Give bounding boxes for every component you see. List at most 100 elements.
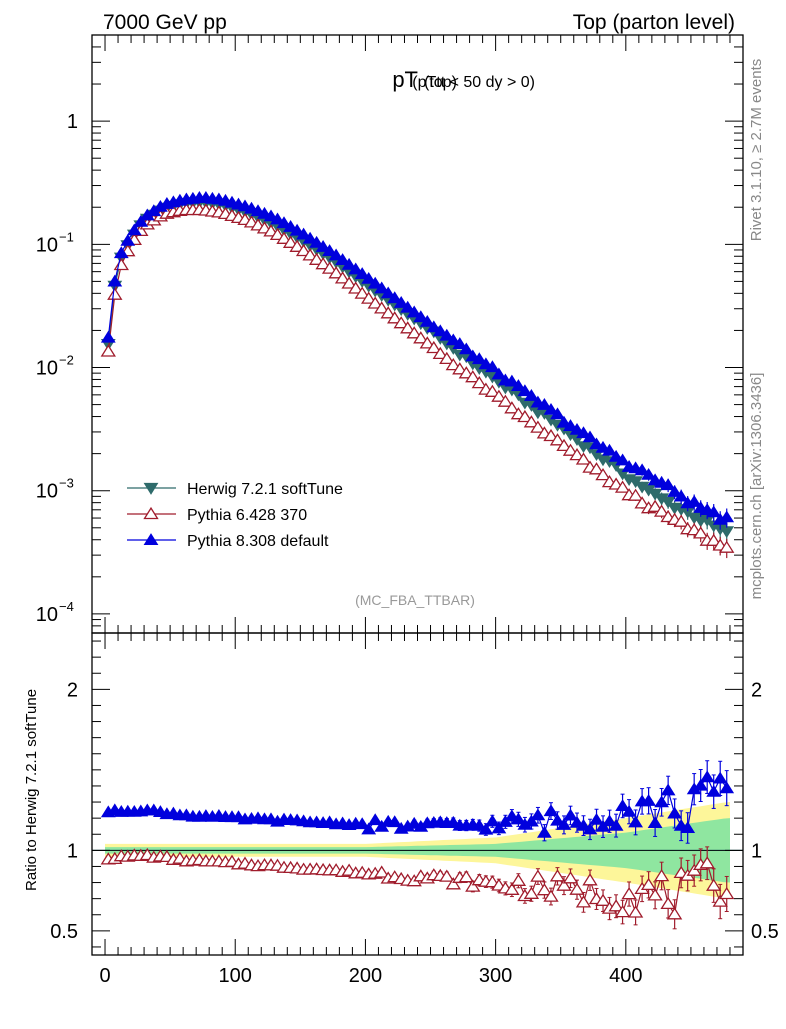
data-point (361, 291, 377, 304)
data-point (543, 428, 559, 442)
data-point (276, 231, 292, 244)
data-point (543, 402, 559, 415)
legend-label: Herwig 7.2.1 softTune (187, 481, 343, 498)
data-point (595, 467, 611, 481)
y-tick-label: 10 (36, 358, 58, 380)
data-point (387, 291, 403, 304)
ratio-point (653, 868, 670, 882)
ratio-point (536, 825, 552, 838)
ratio-point (354, 817, 370, 830)
ratio-point (640, 877, 657, 891)
data-point (354, 286, 370, 299)
data-point (426, 320, 442, 333)
data-point (113, 257, 129, 271)
ratio-point (523, 886, 540, 899)
x-tick-label: 200 (349, 965, 382, 987)
data-point (491, 367, 507, 380)
data-point (107, 287, 123, 300)
data-point (458, 342, 474, 355)
data-point (458, 366, 474, 379)
data-point (517, 384, 533, 397)
data-point (719, 540, 735, 553)
data-point (706, 533, 722, 546)
ratio-point (510, 873, 527, 886)
ratio-point (576, 818, 591, 831)
data-point (100, 330, 116, 343)
ratio-point (549, 869, 566, 882)
data-point (452, 362, 468, 375)
ratio-point (491, 821, 507, 834)
ratio-point (530, 869, 546, 882)
ratio-point (680, 821, 696, 833)
ratio-point (510, 812, 526, 825)
ratio-point (699, 770, 715, 783)
data-point (113, 246, 129, 259)
data-point (380, 306, 396, 319)
ratio-point (374, 865, 390, 878)
plot-title-main: pT (392, 67, 418, 92)
data-point (523, 415, 540, 428)
data-point (348, 281, 364, 294)
data-point (334, 271, 351, 284)
ratio-point (439, 869, 455, 882)
data-point (315, 257, 331, 270)
ratio-point (615, 799, 631, 811)
ratio-point (628, 815, 644, 828)
data-point (100, 344, 116, 357)
data-point (517, 409, 533, 423)
data-point (354, 267, 370, 279)
data-point (400, 300, 416, 313)
ratio-point (712, 894, 728, 907)
legend-marker (143, 482, 159, 495)
ratio-point (582, 822, 598, 835)
data-point (321, 261, 338, 274)
data-point (289, 223, 305, 236)
ratio-point (361, 822, 377, 835)
data-point (367, 276, 383, 289)
data-point (380, 286, 396, 299)
data-point (296, 227, 312, 240)
ratio-point (660, 783, 676, 796)
data-point (504, 401, 520, 414)
data-point (530, 420, 546, 433)
data-point (484, 384, 501, 397)
data-point (295, 243, 312, 257)
ratio-point (575, 895, 592, 908)
data-point (432, 346, 448, 360)
header-right-label: Top (parton level) (573, 11, 735, 34)
data-point (641, 467, 657, 480)
data-point (471, 352, 487, 365)
data-point (393, 316, 409, 329)
y-tick-label: 10 (36, 604, 58, 626)
y-tick-exponent: −2 (59, 353, 74, 368)
data-point (504, 374, 520, 387)
plot-title-sub: (top) (424, 74, 457, 91)
data-point (328, 248, 344, 261)
legend-entry: Pythia 8.308 default (127, 533, 329, 550)
data-point (308, 252, 325, 265)
y-tick-label: 1 (67, 111, 78, 133)
data-point (270, 212, 285, 225)
data-point (367, 296, 383, 309)
ratio-plot-frame (91, 632, 744, 956)
ratio-point (458, 869, 474, 883)
ratio-y-tick-label-right: 0.5 (751, 921, 779, 943)
data-point (510, 379, 526, 391)
series-2 (100, 191, 735, 530)
ratio-point (647, 816, 663, 828)
data-point (393, 296, 409, 308)
ratio-point (621, 804, 637, 817)
ratio-point (693, 778, 709, 791)
ratio-point (387, 815, 403, 828)
ratio-point (608, 899, 624, 912)
data-point (335, 253, 351, 265)
ratio-point (706, 878, 722, 891)
ratio-point (550, 813, 565, 826)
ratio-y-tick-label-right: 2 (751, 679, 762, 701)
ratio-point (647, 888, 663, 901)
data-point (549, 433, 566, 446)
data-point (484, 360, 500, 373)
ratio-point (602, 814, 617, 827)
ratio-point (530, 808, 546, 821)
data-point (569, 447, 585, 461)
